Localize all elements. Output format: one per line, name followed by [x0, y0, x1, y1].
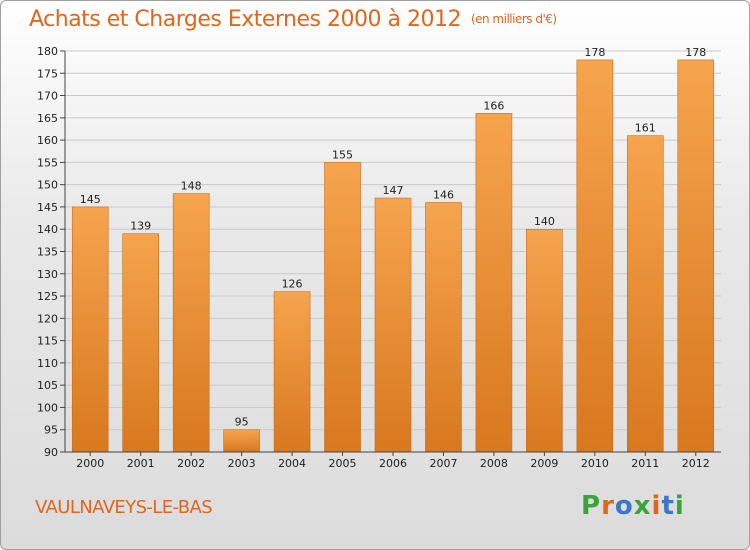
y-tick-label: 135	[37, 246, 58, 259]
x-tick-label: 2012	[682, 457, 710, 470]
y-tick-label: 105	[37, 379, 58, 392]
logo-letter: P	[581, 491, 602, 521]
y-tick-label: 160	[37, 134, 58, 147]
x-tick-label: 2005	[329, 457, 357, 470]
bar-value-label: 139	[130, 220, 151, 233]
y-tick-label: 150	[37, 179, 58, 192]
x-tick-label: 2001	[127, 457, 155, 470]
x-tick-label: 2010	[581, 457, 609, 470]
y-tick-label: 145	[37, 201, 58, 214]
x-tick-label: 2008	[480, 457, 508, 470]
bar-2006	[374, 197, 412, 453]
chart-unit: (en milliers d'€)	[470, 12, 557, 26]
bar-2012	[677, 59, 715, 453]
x-tick-label: 2011	[631, 457, 659, 470]
bar-value-label: 161	[635, 122, 656, 135]
bar-value-label: 126	[282, 278, 303, 291]
bar-2011	[627, 135, 664, 453]
bar-2010	[576, 59, 614, 453]
bar-value-label: 147	[383, 184, 404, 197]
bar-value-label: 140	[534, 215, 555, 228]
x-tick-label: 2000	[76, 457, 104, 470]
bar-2007	[425, 202, 462, 453]
y-tick-label: 140	[37, 223, 58, 236]
bar-value-label: 145	[80, 193, 101, 206]
y-tick-label: 95	[44, 424, 58, 437]
bar-2003	[223, 429, 260, 453]
bar-value-label: 95	[235, 416, 249, 429]
bar-2004	[273, 291, 311, 453]
y-tick-label: 170	[37, 90, 58, 103]
y-tick-label: 155	[37, 156, 58, 169]
x-tick-label: 2002	[177, 457, 205, 470]
chart-title-text: Achats et Charges Externes 2000 à 2012	[29, 7, 461, 32]
bar-2002	[172, 193, 210, 453]
logo-letter: r	[601, 491, 615, 521]
x-tick-label: 2004	[278, 457, 306, 470]
x-axis: 2000 2001 2002 2003 2004 2005 2006 2007 2008 2009…	[65, 451, 721, 470]
x-tick-label: 2009	[530, 457, 558, 470]
y-tick-label: 130	[37, 268, 58, 281]
y-tick-label: 125	[37, 290, 58, 303]
bar-2005	[324, 162, 361, 453]
bar-2001	[122, 233, 159, 453]
logo-letter: i	[674, 491, 685, 521]
y-tick-label: 120	[37, 312, 58, 325]
bar-value-label: 178	[685, 46, 706, 59]
logo-letter: o	[614, 491, 634, 521]
bar-2009	[526, 228, 563, 453]
bar-value-label: 155	[332, 148, 353, 161]
x-tick-label: 2006	[379, 457, 407, 470]
commune-name: VAULNAVEYS-LE-BAS	[35, 497, 213, 518]
x-tick-label: 2003	[228, 457, 256, 470]
proxiti-logo[interactable]: Proxiti	[581, 491, 685, 521]
logo-letter: i	[651, 491, 662, 521]
y-tick-label: 115	[37, 335, 58, 348]
logo-letter: x	[633, 491, 652, 521]
bar-value-label: 148	[181, 180, 202, 193]
bar-2008	[475, 113, 513, 453]
y-tick-label: 110	[37, 357, 58, 370]
y-axis: 90 95 100 105 110 115 120 125 130 135 140 145 150 155…	[37, 45, 66, 459]
y-tick-label: 90	[44, 446, 58, 459]
y-tick-label: 175	[37, 67, 58, 80]
bar-2000	[71, 206, 109, 453]
y-tick-label: 100	[37, 401, 58, 414]
x-tick-label: 2007	[429, 457, 457, 470]
bar-value-label: 146	[433, 188, 454, 201]
bar-value-label: 166	[483, 99, 504, 112]
y-tick-label: 165	[37, 112, 58, 125]
logo-letter: t	[661, 491, 675, 521]
bar-value-label: 178	[584, 46, 605, 59]
chart-title: Achats et Charges Externes 2000 à 2012 (e…	[29, 7, 557, 32]
bars: 145 139 148 95 126 155 147 146 166 140 178 161 178	[71, 46, 715, 453]
y-tick-label: 180	[37, 45, 58, 58]
